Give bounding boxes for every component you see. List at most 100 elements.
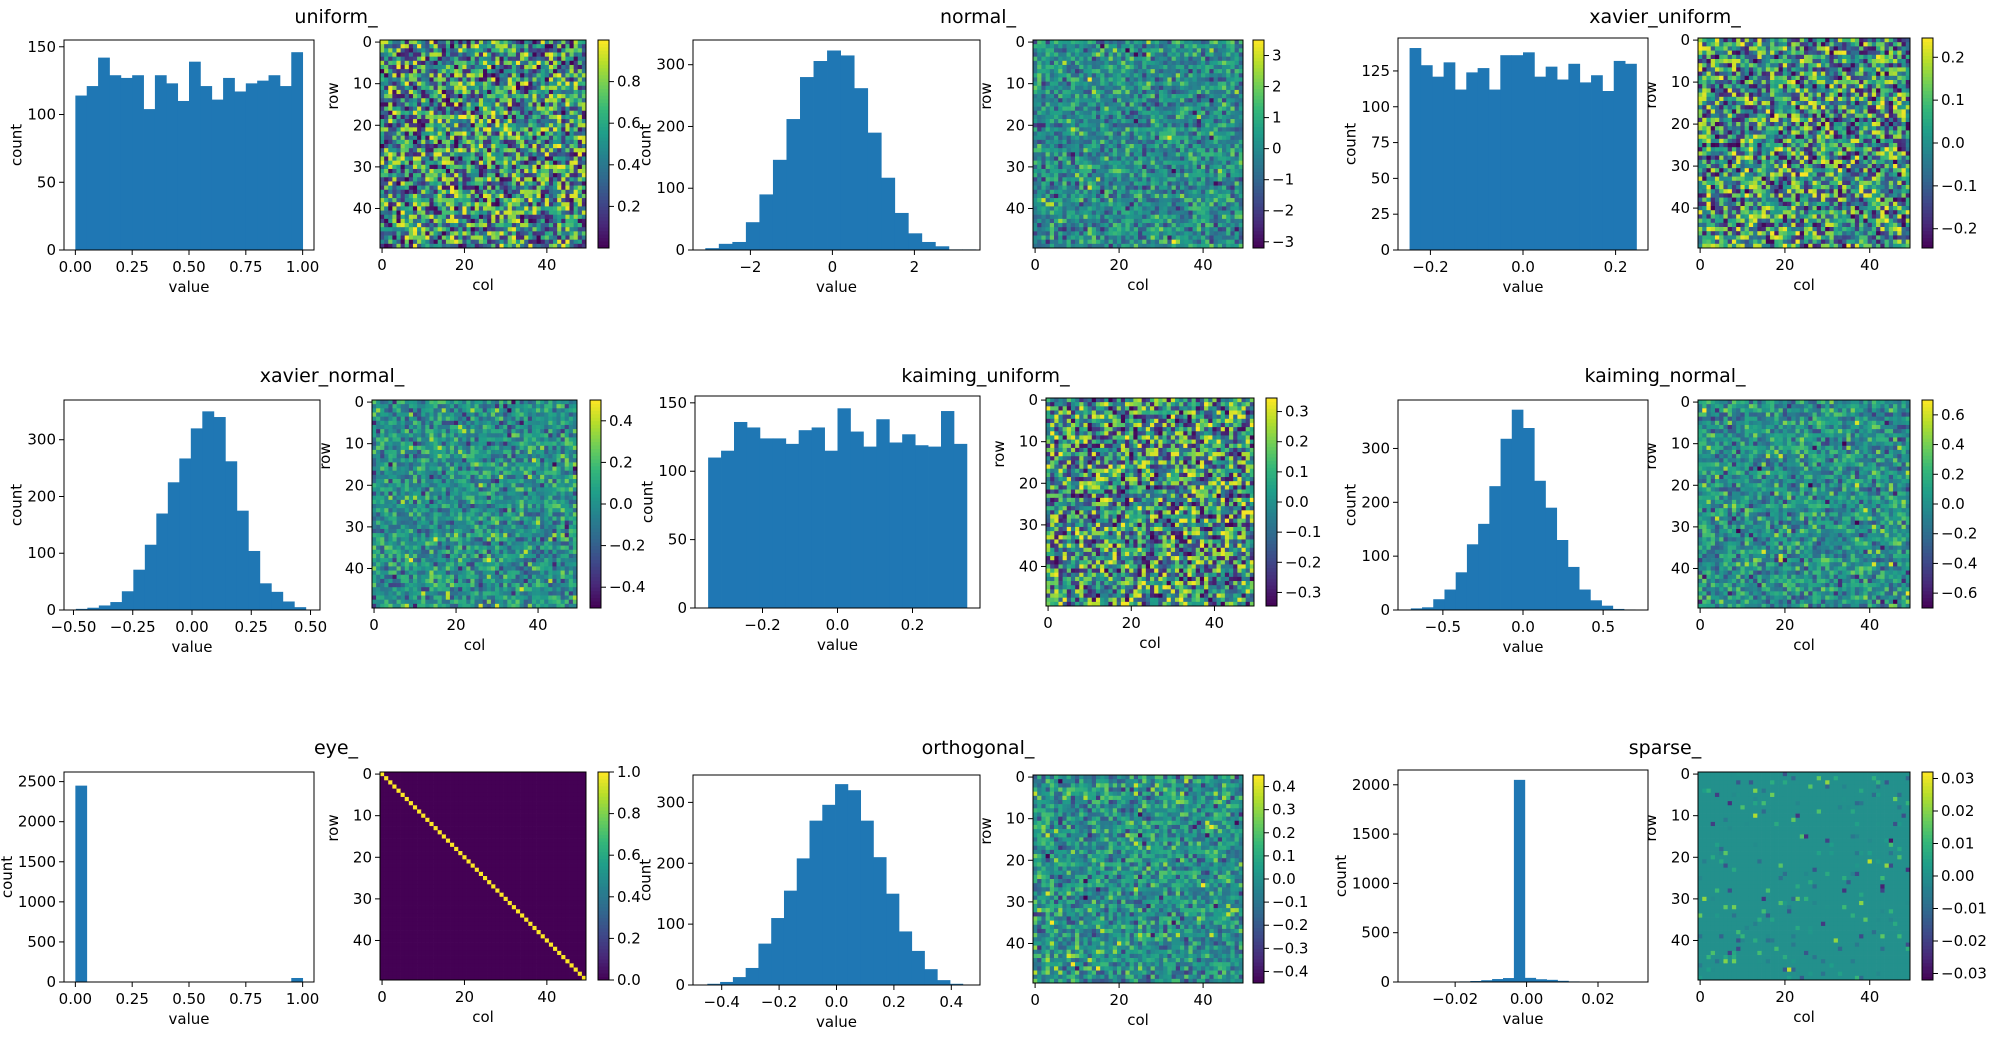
heatmap-cell bbox=[491, 98, 496, 103]
heatmap-cell bbox=[1184, 193, 1189, 199]
heatmap-cell bbox=[1205, 144, 1210, 149]
heatmap-cell bbox=[553, 131, 558, 137]
heatmap-cell bbox=[1062, 214, 1067, 220]
heatmap-cell bbox=[388, 243, 393, 249]
heatmap-cell bbox=[1091, 231, 1097, 236]
heatmap-cell bbox=[1205, 152, 1210, 157]
heatmap-cell bbox=[454, 73, 459, 78]
heatmap-cell bbox=[1150, 77, 1156, 82]
heatmap-cell bbox=[548, 239, 554, 245]
heatmap-cell bbox=[1049, 48, 1055, 53]
heatmap-cell bbox=[507, 131, 513, 137]
heatmap-cell bbox=[540, 210, 546, 216]
heatmap-cell bbox=[1045, 77, 1051, 82]
heatmap-cell bbox=[1100, 127, 1105, 132]
heatmap-cell bbox=[1033, 185, 1038, 191]
heatmap-cell bbox=[577, 198, 583, 203]
heatmap-cell bbox=[408, 106, 414, 112]
heatmap-cell bbox=[392, 193, 397, 199]
heatmap-cell bbox=[573, 135, 579, 141]
heatmap-cell bbox=[1234, 135, 1240, 141]
heatmap-cell bbox=[445, 73, 451, 78]
heatmap-cell bbox=[483, 243, 488, 249]
heatmap-cell bbox=[466, 106, 471, 112]
heatmap-cell bbox=[1087, 98, 1093, 103]
heatmap-cell bbox=[1091, 156, 1097, 161]
heatmap-cell bbox=[470, 168, 476, 174]
colorbar-segment bbox=[598, 95, 609, 100]
heatmap-cell bbox=[384, 177, 389, 182]
heatmap-cell bbox=[507, 139, 513, 145]
heatmap-cell bbox=[466, 218, 471, 224]
heatmap-cell bbox=[1129, 227, 1135, 232]
x-tick-label: −2 bbox=[739, 258, 761, 276]
heatmap-cell bbox=[487, 48, 492, 53]
heatmap-cell bbox=[1138, 214, 1143, 220]
heatmap-cell bbox=[462, 214, 467, 220]
heatmap-cell bbox=[524, 60, 529, 66]
heatmap-cell bbox=[1041, 139, 1046, 145]
heatmap-cell bbox=[1079, 52, 1084, 57]
heatmap-cell bbox=[1180, 102, 1185, 107]
heatmap-cell bbox=[441, 227, 447, 232]
heatmap-cell bbox=[495, 123, 500, 128]
heatmap-cell bbox=[565, 218, 570, 224]
heatmap-cell bbox=[462, 202, 467, 207]
heatmap-cell bbox=[565, 168, 570, 174]
heatmap-cell bbox=[495, 77, 500, 82]
heatmap-cell bbox=[1125, 56, 1130, 62]
heatmap-cell bbox=[573, 123, 579, 128]
heatmap-cell bbox=[491, 239, 496, 245]
heatmap-cell bbox=[515, 106, 521, 112]
heatmap-cell bbox=[1154, 144, 1160, 149]
heatmap-cell bbox=[1213, 60, 1219, 66]
heatmap-cell bbox=[495, 144, 500, 149]
heatmap-cell bbox=[503, 81, 509, 87]
heatmap-cell bbox=[565, 52, 570, 57]
heatmap-cell bbox=[1146, 139, 1151, 145]
heatmap-cell bbox=[536, 210, 542, 216]
heatmap-cell bbox=[1041, 102, 1046, 107]
heatmap-cell bbox=[433, 227, 439, 232]
heatmap-cell bbox=[1129, 127, 1135, 132]
heatmap-cell bbox=[1205, 94, 1210, 99]
heatmap-cell bbox=[520, 168, 525, 174]
heatmap-cell bbox=[1222, 64, 1227, 70]
heatmap-cell bbox=[1041, 135, 1046, 141]
heatmap-cell bbox=[429, 81, 434, 87]
heatmap-cell bbox=[1037, 81, 1042, 87]
heatmap-cell bbox=[581, 69, 587, 74]
heatmap-cell bbox=[1167, 56, 1172, 62]
heatmap-cell bbox=[483, 123, 488, 128]
heatmap-cell bbox=[487, 40, 492, 45]
heatmap-cell bbox=[417, 160, 422, 166]
heatmap-cell bbox=[1083, 48, 1088, 53]
heatmap-cell bbox=[1163, 152, 1168, 157]
heatmap-cell bbox=[417, 193, 422, 199]
heatmap-cell bbox=[1037, 164, 1042, 170]
heatmap-cell bbox=[1079, 73, 1084, 78]
heatmap-cell bbox=[557, 148, 562, 153]
heatmap-cell bbox=[511, 64, 517, 70]
heatmap-cell bbox=[1117, 60, 1122, 66]
heatmap-cell bbox=[524, 56, 529, 62]
heatmap-cell bbox=[1150, 218, 1156, 224]
heatmap-cell bbox=[1041, 127, 1046, 132]
heatmap-cell bbox=[421, 168, 426, 174]
heatmap-cell bbox=[1083, 152, 1088, 157]
heatmap-cell bbox=[561, 106, 566, 112]
heatmap-cell bbox=[1184, 144, 1189, 149]
heatmap-cell bbox=[491, 218, 496, 224]
heatmap-cell bbox=[1234, 56, 1240, 62]
heatmap-cell bbox=[1167, 177, 1172, 182]
heatmap-cell bbox=[1222, 206, 1227, 211]
heatmap-cell bbox=[1209, 81, 1214, 87]
heatmap-cell bbox=[1167, 193, 1172, 199]
heatmap-cell bbox=[429, 131, 434, 137]
heatmap-cell bbox=[396, 114, 401, 120]
heatmap-cell bbox=[1226, 106, 1231, 112]
heatmap-cell bbox=[1234, 85, 1240, 91]
heatmap-cell bbox=[384, 119, 389, 124]
heatmap-cell bbox=[536, 181, 542, 186]
heatmap-cell bbox=[396, 123, 401, 128]
